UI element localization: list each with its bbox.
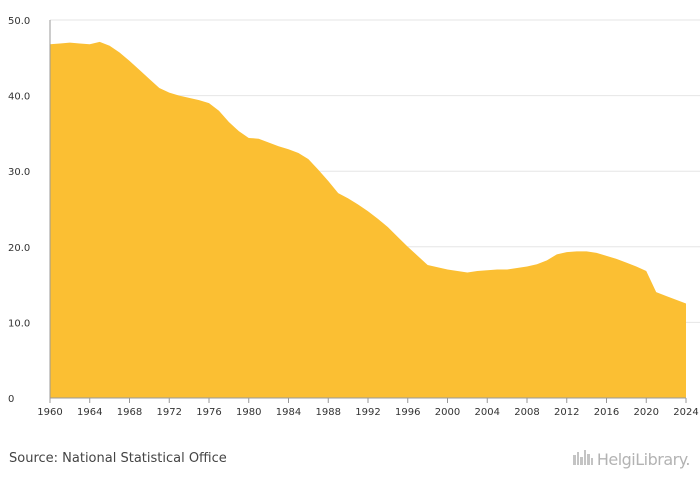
x-tick-label: 1964 xyxy=(77,407,102,418)
x-axis-tick-labels: 1960 1964 1968 1972 1976 1980 1984 1988 1992 1996… xyxy=(37,407,698,418)
helgi-library-logo: HelgiLibrary. xyxy=(572,448,691,470)
area-chart: 010.020.030.040.050.0 1960 1964 1968 1972 19… xyxy=(8,16,700,418)
x-tick-label: 2020 xyxy=(634,407,659,418)
y-tick-label: 0 xyxy=(8,394,14,405)
skyline-logo-icon xyxy=(572,449,594,469)
y-tick-label: 20.0 xyxy=(8,243,30,254)
source-note: Source: National Statistical Office xyxy=(9,451,227,466)
x-tick-label: 1988 xyxy=(316,407,341,418)
series-area xyxy=(50,41,686,399)
x-tick-label: 1972 xyxy=(157,407,182,418)
y-tick-label: 30.0 xyxy=(8,167,30,178)
x-tick-label: 1980 xyxy=(236,407,261,418)
y-tick-label: 50.0 xyxy=(8,16,30,27)
y-tick-label: 10.0 xyxy=(8,318,30,329)
x-tick-label: 1996 xyxy=(395,407,420,418)
area-series xyxy=(50,41,686,399)
x-tick-label: 2000 xyxy=(435,407,460,418)
x-tick-label: 1960 xyxy=(37,407,62,418)
x-tick-label: 1968 xyxy=(117,407,142,418)
axes xyxy=(49,20,687,403)
x-tick-label: 2012 xyxy=(554,407,579,418)
x-tick-label: 2008 xyxy=(514,407,539,418)
x-tick-label: 1976 xyxy=(196,407,221,418)
x-tick-label: 1992 xyxy=(355,407,380,418)
chart-footer: Source: National Statistical Office Helg… xyxy=(0,440,700,483)
y-tick-label: 40.0 xyxy=(8,92,30,103)
x-tick-label: 2004 xyxy=(475,407,500,418)
x-tick-label: 2024 xyxy=(673,407,698,418)
x-tick-label: 1984 xyxy=(276,407,301,418)
logo-text: HelgiLibrary. xyxy=(596,449,691,469)
y-axis-tick-labels: 0 10.0 20.0 30.0 40.0 50.0 xyxy=(8,16,30,405)
x-tick-label: 2016 xyxy=(594,407,619,418)
